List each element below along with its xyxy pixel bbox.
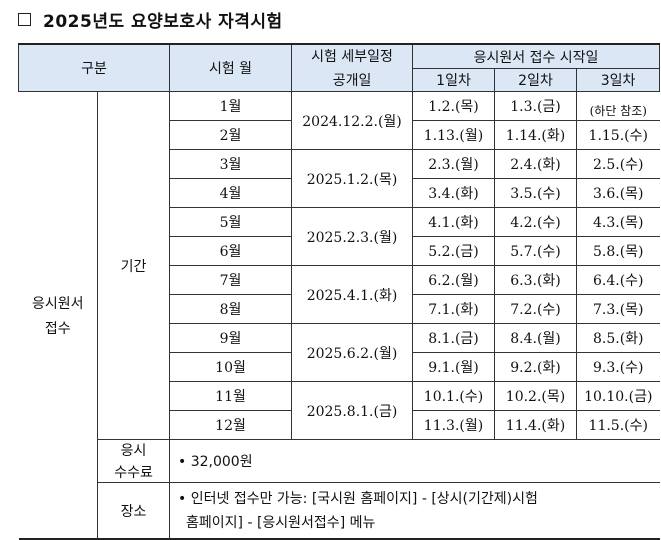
month-cell: 1월	[169, 91, 293, 121]
day3-date: 3.6.(목)	[576, 178, 660, 208]
day1-date: 1.13.(월)	[412, 120, 496, 150]
period-label: 기간	[96, 91, 171, 440]
day2-date: 1.14.(화)	[494, 120, 578, 150]
month-cell: 7월	[169, 265, 293, 295]
document-title: 2025년도 요양보호사 자격시험	[18, 7, 283, 32]
day3-date: 2.5.(수)	[576, 149, 660, 179]
announce-date: 2025.8.1.(금)	[291, 381, 414, 440]
day1-date: 8.1.(금)	[412, 323, 496, 353]
header-announce-line1: 시험 세부일정	[311, 49, 393, 65]
place-text-line1: • 인터넷 접수만 가능: [국시원 홈페이지] - [상시(기간제)시험	[178, 490, 538, 507]
day1-date: 2.3.(월)	[412, 149, 496, 179]
month-cell: 5월	[169, 207, 293, 237]
header-day2: 2일차	[494, 68, 578, 92]
day2-date: 10.2.(목)	[494, 381, 578, 411]
day1-date: 1.2.(목)	[412, 91, 496, 121]
title-text: 2025년도 요양보호사 자격시험	[43, 12, 283, 32]
announce-date: 2025.6.2.(월)	[291, 323, 414, 382]
month-cell: 12월	[169, 410, 293, 440]
day1-date: 3.4.(화)	[412, 178, 496, 208]
day3-date: 4.3.(목)	[576, 207, 660, 237]
day1-date: 4.1.(화)	[412, 207, 496, 237]
day3-date: 11.5.(수)	[576, 410, 660, 440]
announce-date: 2025.1.2.(목)	[291, 149, 414, 208]
day1-date: 11.3.(월)	[412, 410, 496, 440]
day1-date: 5.2.(금)	[412, 236, 496, 266]
day3-note: (하단 참조)	[576, 91, 660, 121]
day3-date: 1.15.(수)	[576, 120, 660, 150]
header-exam-month: 시험 월	[169, 43, 293, 92]
month-cell: 9월	[169, 323, 293, 353]
day2-date: 5.7.(수)	[494, 236, 578, 266]
place-text-line2: 홈페이지] - [응시원서접수] 메뉴	[186, 514, 376, 531]
apply-label-cell: 응시원서 접수	[18, 91, 98, 540]
day3-date: 10.10.(금)	[576, 381, 660, 411]
header-category: 구분	[17, 43, 171, 92]
day3-date: 7.3.(목)	[576, 294, 660, 324]
exam-schedule-table: 구분 시험 월 시험 세부일정 공개일 응시원서 접수 시작일 1일차 2일차 …	[17, 43, 661, 540]
day2-date: 6.3.(화)	[494, 265, 578, 295]
header-announce-line2: 공개일	[332, 73, 372, 89]
fee-value: • 32,000원	[169, 439, 660, 483]
place-label: 장소	[96, 482, 171, 540]
fee-label: 응시 수수료	[96, 439, 171, 483]
month-cell: 10월	[169, 352, 293, 382]
announce-date: 2025.2.3.(월)	[291, 207, 414, 266]
apply-label-line2: 접수	[44, 320, 71, 337]
day2-date: 9.2.(화)	[494, 352, 578, 382]
day1-date: 10.1.(수)	[412, 381, 496, 411]
header-apply-start: 응시원서 접수 시작일	[412, 43, 661, 69]
header-day1: 1일차	[412, 68, 496, 92]
header-day3: 3일차	[576, 68, 661, 92]
announce-date: 2024.12.2.(월)	[291, 91, 414, 150]
day3-date: 6.4.(수)	[576, 265, 660, 295]
month-cell: 2월	[169, 120, 293, 150]
place-value: • 인터넷 접수만 가능: [국시원 홈페이지] - [상시(기간제)시험 홈페…	[169, 482, 660, 540]
day1-date: 7.1.(화)	[412, 294, 496, 324]
apply-label-line1: 응시원서	[31, 295, 84, 312]
day3-date: 9.3.(수)	[576, 352, 660, 382]
day2-date: 7.2.(수)	[494, 294, 578, 324]
month-cell: 6월	[169, 236, 293, 266]
month-cell: 11월	[169, 381, 293, 411]
announce-date: 2025.4.1.(화)	[291, 265, 414, 324]
month-cell: 4월	[169, 178, 293, 208]
day2-date: 2.4.(화)	[494, 149, 578, 179]
day2-date: 1.3.(금)	[494, 91, 578, 121]
day1-date: 9.1.(월)	[412, 352, 496, 382]
day2-date: 8.4.(월)	[494, 323, 578, 353]
day2-date: 4.2.(수)	[494, 207, 578, 237]
day1-date: 6.2.(월)	[412, 265, 496, 295]
day2-date: 11.4.(화)	[494, 410, 578, 440]
day2-date: 3.5.(수)	[494, 178, 578, 208]
fee-label-line2: 수수료	[114, 465, 153, 481]
checkbox-square-icon	[18, 13, 31, 26]
fee-label-line1: 응시	[120, 443, 147, 459]
day3-date: 5.8.(목)	[576, 236, 660, 266]
month-cell: 3월	[169, 149, 293, 179]
day3-date: 8.5.(화)	[576, 323, 660, 353]
header-announce-date: 시험 세부일정 공개일	[291, 43, 414, 92]
month-cell: 8월	[169, 294, 293, 324]
